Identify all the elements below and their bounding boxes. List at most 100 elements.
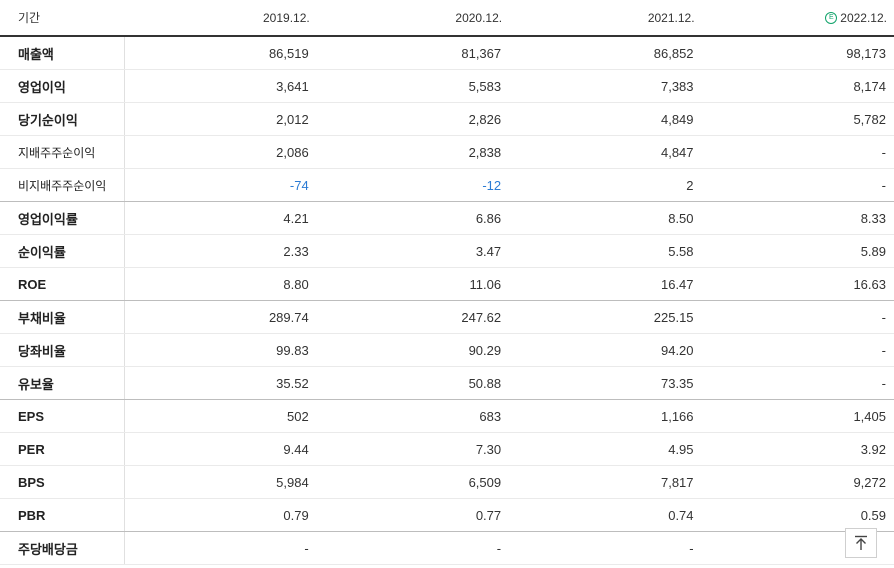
table-cell: 9,272 <box>701 465 894 499</box>
row-label: 매출액 <box>0 36 125 70</box>
period-2022-label: 2022.12. <box>840 10 887 25</box>
period-2019: 2019.12. <box>124 0 317 37</box>
table-cell: - <box>124 531 317 565</box>
table-row: 주당배당금 - - - <box>0 531 894 565</box>
table-row: 영업이익률 4.21 6.86 8.50 8.33 <box>0 201 894 235</box>
table-cell: 7,383 <box>509 69 702 103</box>
table-cell: 6.86 <box>316 201 510 235</box>
table-row: 순이익률 2.33 3.47 5.58 5.89 <box>0 234 894 268</box>
table-cell: 7,817 <box>509 465 702 499</box>
table-cell: 5,583 <box>316 69 510 103</box>
table-row: 지배주주순이익 2,086 2,838 4,847 - <box>0 135 894 169</box>
table-cell: - <box>701 135 894 169</box>
table-row: EPS 502 683 1,166 1,405 <box>0 399 894 433</box>
table-row: 유보율 35.52 50.88 73.35 - <box>0 366 894 400</box>
table-cell: 86,852 <box>509 36 702 70</box>
table-cell: 9.44 <box>124 432 317 466</box>
table-cell: 5,782 <box>701 102 894 136</box>
table-row: ROE 8.80 11.06 16.47 16.63 <box>0 267 894 301</box>
table-cell: 6,509 <box>316 465 510 499</box>
row-label: 당기순이익 <box>0 102 125 136</box>
table-cell: -74 <box>124 168 317 202</box>
table-cell: 683 <box>316 399 510 433</box>
period-2020: 2020.12. <box>316 0 510 37</box>
table-row: PBR 0.79 0.77 0.74 0.59 <box>0 498 894 532</box>
table-cell: - <box>509 531 702 565</box>
table-cell: 99.83 <box>124 333 317 367</box>
table-cell: 5,984 <box>124 465 317 499</box>
row-label: ROE <box>0 267 125 301</box>
table-cell: 16.63 <box>701 267 894 301</box>
table-cell: 5.58 <box>509 234 702 268</box>
table-row: 부채비율 289.74 247.62 225.15 - <box>0 300 894 334</box>
row-label: 비지배주주순이익 <box>0 168 125 202</box>
row-label: EPS <box>0 399 125 433</box>
table-cell: 94.20 <box>509 333 702 367</box>
table-cell: 3.92 <box>701 432 894 466</box>
table-cell: 50.88 <box>316 366 510 400</box>
row-label: 영업이익률 <box>0 201 125 235</box>
table-cell: 225.15 <box>509 300 702 334</box>
table-cell: 11.06 <box>316 267 510 301</box>
table-cell: 2,826 <box>316 102 510 136</box>
period-2022: E 2022.12. <box>701 0 894 37</box>
table-cell: 502 <box>124 399 317 433</box>
estimate-icon: E <box>825 12 838 25</box>
row-label: 유보율 <box>0 366 125 400</box>
table-row: 당기순이익 2,012 2,826 4,849 5,782 <box>0 102 894 136</box>
table-cell: 8,174 <box>701 69 894 103</box>
table-cell: - <box>701 333 894 367</box>
table-cell: 2,838 <box>316 135 510 169</box>
table-cell: 2,086 <box>124 135 317 169</box>
table-cell: 289.74 <box>124 300 317 334</box>
table-cell: 8.50 <box>509 201 702 235</box>
table-cell: 3.47 <box>316 234 510 268</box>
table-cell: 3,641 <box>124 69 317 103</box>
row-label: 지배주주순이익 <box>0 135 125 169</box>
table-cell: 0.77 <box>316 498 510 532</box>
table-cell: 2 <box>509 168 702 202</box>
row-label: 영업이익 <box>0 69 125 103</box>
table-cell: 98,173 <box>701 36 894 70</box>
table-cell: 16.47 <box>509 267 702 301</box>
table-row: 비지배주주순이익 -74 -12 2 - <box>0 168 894 202</box>
table-cell: 2,012 <box>124 102 317 136</box>
table-cell: 0.79 <box>124 498 317 532</box>
table-cell: - <box>701 168 894 202</box>
row-label: 순이익률 <box>0 234 125 268</box>
table-cell: 4.95 <box>509 432 702 466</box>
table-cell: 8.33 <box>701 201 894 235</box>
table-cell: 8.80 <box>124 267 317 301</box>
row-label: BPS <box>0 465 125 499</box>
table-cell: 4,847 <box>509 135 702 169</box>
row-label: 당좌비율 <box>0 333 125 367</box>
table-row: 매출액 86,519 81,367 86,852 98,173 <box>0 36 894 70</box>
table-cell: 247.62 <box>316 300 510 334</box>
table-cell: 4,849 <box>509 102 702 136</box>
table-cell: 0.59 <box>701 498 894 532</box>
scroll-top-button[interactable] <box>845 528 877 558</box>
period-header: 기간 <box>0 0 125 37</box>
table-cell: 1,166 <box>509 399 702 433</box>
row-label: 주당배당금 <box>0 531 125 565</box>
table-cell: 7.30 <box>316 432 510 466</box>
table-cell: 73.35 <box>509 366 702 400</box>
table-cell: 86,519 <box>124 36 317 70</box>
table-cell: 1,405 <box>701 399 894 433</box>
table-cell: 5.89 <box>701 234 894 268</box>
table-cell: 35.52 <box>124 366 317 400</box>
table-cell: - <box>316 531 510 565</box>
table-cell: - <box>701 300 894 334</box>
row-label: 부채비율 <box>0 300 125 334</box>
table-cell: 4.21 <box>124 201 317 235</box>
table-cell: -12 <box>316 168 510 202</box>
arrow-up-icon <box>854 535 868 551</box>
table-row: PER 9.44 7.30 4.95 3.92 <box>0 432 894 466</box>
row-label: PBR <box>0 498 125 532</box>
header-row: 기간 2019.12. 2020.12. 2021.12. E 2022.12. <box>0 0 894 37</box>
table-cell: - <box>701 366 894 400</box>
period-2021: 2021.12. <box>509 0 702 37</box>
table-row: 영업이익 3,641 5,583 7,383 8,174 <box>0 69 894 103</box>
table-cell: 2.33 <box>124 234 317 268</box>
